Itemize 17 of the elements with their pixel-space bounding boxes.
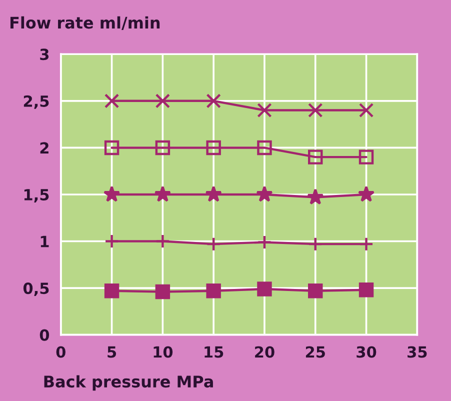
x-tick-label: 10 [154, 346, 173, 358]
y-tick-label: 3 [40, 48, 49, 60]
x-tick-label: 5 [108, 346, 116, 358]
x-axis-title: Back pressure MPa [44, 375, 213, 391]
x-tick-label: 20 [255, 346, 274, 358]
y-tick-label: 2,5 [24, 95, 49, 109]
chart-title: Flow rate ml/min [10, 16, 160, 30]
y-tick-label: 2 [40, 142, 48, 154]
y-tick-label: 1,5 [24, 189, 49, 202]
x-tick-label: 0 [56, 346, 66, 358]
x-tick-label: 25 [306, 346, 325, 358]
y-tick-label: 0 [40, 329, 50, 341]
y-tick-label: 0,5 [23, 282, 49, 296]
y-tick-label: 1 [40, 236, 49, 248]
x-tick-label: 35 [408, 346, 427, 358]
x-tick-label: 15 [204, 346, 224, 358]
x-tick-label: 30 [356, 346, 376, 358]
